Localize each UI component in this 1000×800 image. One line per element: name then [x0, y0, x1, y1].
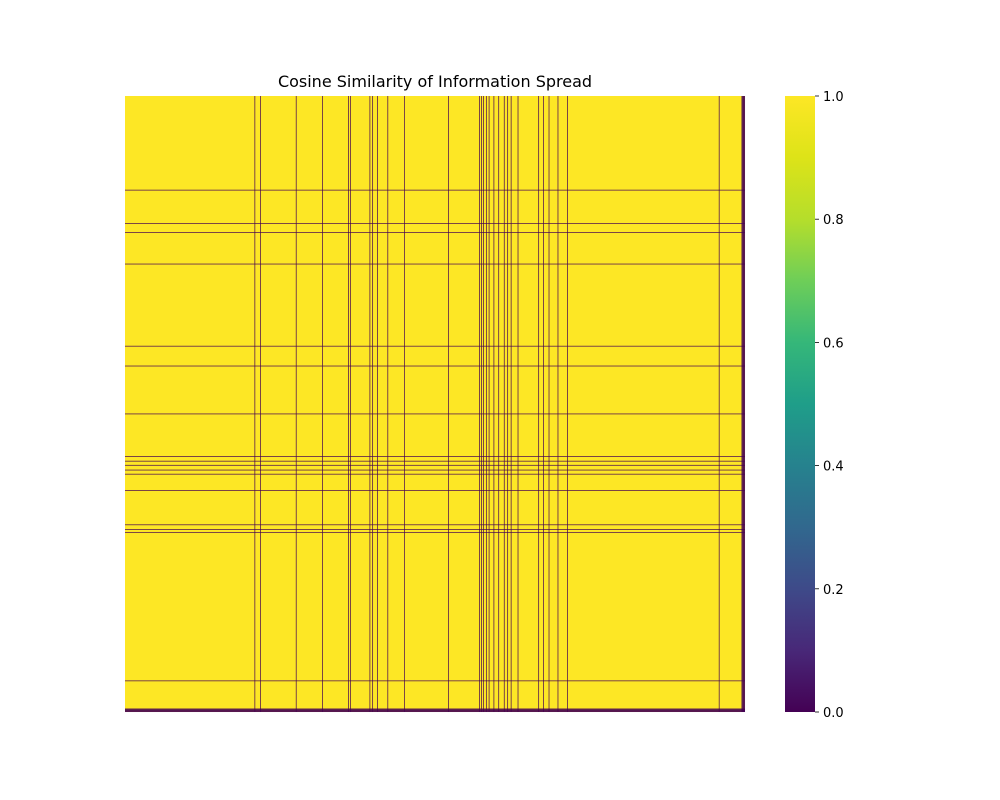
heatmap-zero-row	[125, 474, 745, 475]
heatmap-zero-column	[486, 96, 487, 712]
heatmap-zero-row	[125, 190, 745, 191]
heatmap-zero-column	[483, 96, 484, 712]
heatmap-background-cells	[125, 96, 745, 712]
heatmap-zero-row	[125, 414, 745, 415]
heatmap-zero-column	[448, 96, 449, 712]
heatmap-zero-row	[125, 346, 745, 347]
heatmap-zero-row	[125, 524, 745, 525]
heatmap-zero-row	[125, 710, 745, 711]
heatmap-zero-column	[504, 96, 505, 712]
heatmap-zero-column	[719, 96, 720, 712]
heatmap-zero-column	[549, 96, 550, 712]
heatmap-zero-column	[404, 96, 405, 712]
heatmap-zero-column	[742, 96, 743, 712]
colorbar-tick-label: 0.0	[823, 706, 844, 721]
colorbar-gradient	[785, 96, 815, 712]
heatmap-zero-column	[543, 96, 544, 712]
heatmap-zero-row	[125, 532, 745, 533]
heatmap-zero-column	[260, 96, 261, 712]
heatmap-zero-row	[125, 461, 745, 462]
heatmap-zero-column	[387, 96, 388, 712]
heatmap-zero-column	[296, 96, 297, 712]
heatmap-zero-row	[125, 709, 745, 710]
heatmap-zero-column	[255, 96, 256, 712]
heatmap-zero-column	[494, 96, 495, 712]
heatmap-zero-column	[744, 96, 745, 712]
heatmap-zero-row	[125, 711, 745, 712]
heatmap-zero-column	[322, 96, 323, 712]
heatmap-zero-column	[479, 96, 480, 712]
heatmap-zero-column	[558, 96, 559, 712]
heatmap-zero-row	[125, 223, 745, 224]
heatmap-zero-column	[743, 96, 744, 712]
heatmap-zero-row	[125, 490, 745, 491]
heatmap-zero-column	[518, 96, 519, 712]
heatmap-zero-column	[481, 96, 482, 712]
heatmap-zero-column	[348, 96, 349, 712]
heatmap-area	[125, 96, 745, 712]
colorbar-tick-label: 0.8	[823, 213, 844, 228]
heatmap-zero-row	[125, 470, 745, 471]
heatmap-zero-row	[125, 529, 745, 530]
heatmap-zero-column	[370, 96, 371, 712]
colorbar-tick-label: 1.0	[823, 90, 844, 105]
heatmap-zero-row	[125, 711, 745, 712]
heatmap-zero-row	[125, 709, 745, 710]
colorbar: 0.0 0.2 0.4 0.6 0.8 1.0	[785, 90, 844, 721]
heatmap-zero-column	[507, 96, 508, 712]
heatmap-zero-column	[511, 96, 512, 712]
heatmap-zero-row	[125, 456, 745, 457]
heatmap-zero-row	[125, 232, 745, 233]
heatmap-zero-row	[125, 465, 745, 466]
colorbar-tick-label: 0.2	[823, 583, 844, 598]
heatmap-zero-column	[498, 96, 499, 712]
colorbar-tick-label: 0.6	[823, 336, 844, 351]
heatmap-zero-column	[742, 96, 743, 712]
colorbar-tick-label: 0.4	[823, 460, 844, 475]
heatmap-zero-column	[538, 96, 539, 712]
heatmap-zero-row	[125, 366, 745, 367]
heatmap-zero-column	[489, 96, 490, 712]
heatmap-zero-column	[744, 96, 745, 712]
heatmap-zero-row	[125, 681, 745, 682]
heatmap-zero-column	[372, 96, 373, 712]
heatmap-zero-column	[350, 96, 351, 712]
heatmap-zero-column	[567, 96, 568, 712]
heatmap-zero-row	[125, 264, 745, 265]
heatmap-zero-column	[377, 96, 378, 712]
